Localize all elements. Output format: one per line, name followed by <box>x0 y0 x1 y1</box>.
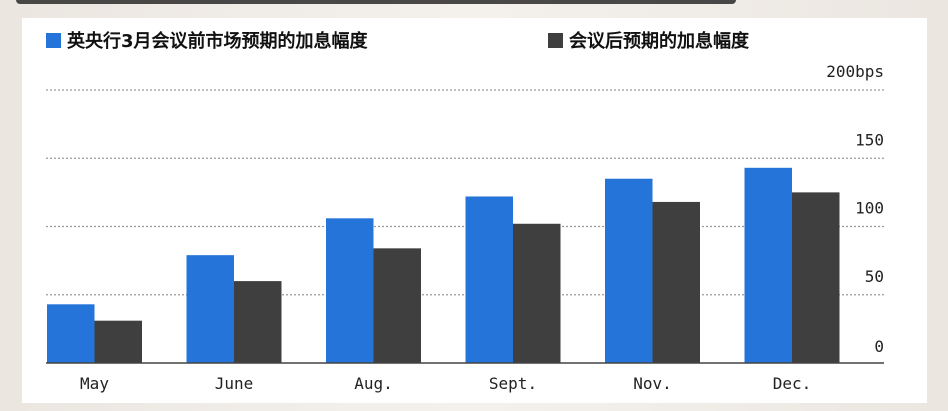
x-tick-label: Dec. <box>773 374 812 393</box>
bar-after-4 <box>652 201 700 363</box>
x-tick-label: June <box>215 374 254 393</box>
y-tick-label: 200bps <box>826 62 884 81</box>
y-tick-label: 150 <box>855 130 884 149</box>
y-tick-label: 100 <box>855 199 884 218</box>
bar-before-4 <box>605 178 653 363</box>
bar-before-5 <box>744 167 792 363</box>
bar-before-0 <box>47 304 95 363</box>
bar-before-3 <box>465 196 513 363</box>
legend-label-after-meeting: 会议后预期的加息幅度 <box>569 31 749 52</box>
y-tick-label: 0 <box>874 337 884 356</box>
legend-swatch-dark <box>548 32 563 48</box>
y-tick-label: 50 <box>865 267 884 286</box>
bar-before-1 <box>186 255 234 363</box>
x-tick-label: May <box>80 374 109 393</box>
legend-label-before-meeting: 英央行3月会议前市场预期的加息幅度 <box>67 31 368 52</box>
legend-item-after-meeting: 会议后预期的加息幅度 <box>548 28 749 52</box>
bar-after-1 <box>234 281 282 363</box>
bar-after-2 <box>373 248 421 363</box>
legend-item-before-meeting: 英央行3月会议前市场预期的加息幅度 <box>46 28 368 52</box>
cropped-headline <box>0 0 948 8</box>
x-tick-label: Aug. <box>354 374 393 393</box>
bar-after-3 <box>513 223 561 363</box>
legend-swatch-blue <box>46 32 61 48</box>
x-tick-label: Nov. <box>633 374 672 393</box>
x-tick-label: Sept. <box>489 374 537 393</box>
bar-before-2 <box>326 218 374 363</box>
bar-after-5 <box>792 192 840 363</box>
bar-after-0 <box>94 320 142 363</box>
